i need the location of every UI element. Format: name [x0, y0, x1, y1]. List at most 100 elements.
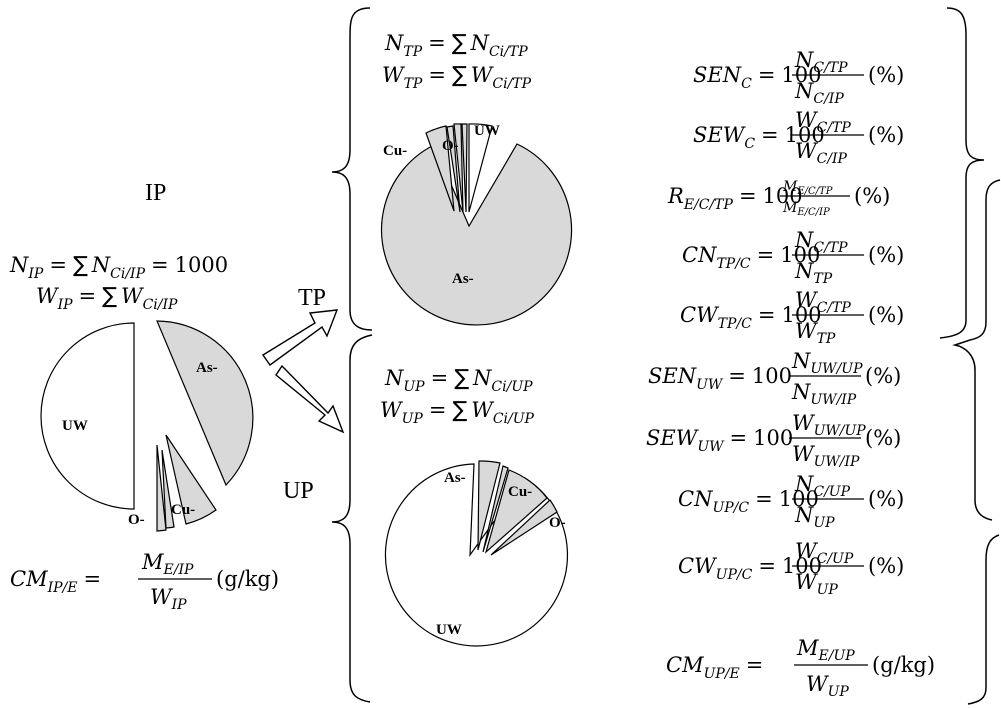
up-slice-o [490, 499, 558, 556]
svg-text:NUW/IP: NUW/IP [791, 380, 857, 408]
tp-slice-uw [468, 123, 493, 213]
svg-text:(%): (%) [868, 303, 904, 327]
svg-text:NUP: NUP [794, 503, 835, 531]
up-slice-o-label: O- [549, 515, 566, 531]
tp-slice-o [453, 123, 464, 213]
svg-text:WIP=∑WCi/IP: WIP = ∑ WCi/IP [36, 284, 178, 313]
svg-text:WUP: WUP [795, 570, 838, 598]
tp-slice-cu-label: Cu- [383, 143, 407, 159]
svg-text:(%): (%) [868, 123, 904, 147]
up-pie: As- Cu- O- UW [384, 460, 569, 647]
up-slice-as-label: As- [444, 470, 466, 486]
svg-text:WC/UP: WC/UP [795, 539, 854, 567]
svg-text:WC/IP: WC/IP [795, 139, 848, 167]
svg-text:(g/kg): (g/kg) [872, 653, 935, 677]
ip-slice-o [156, 444, 167, 532]
ip-slice-uw [40, 322, 135, 510]
ip-slice-o-label: O- [128, 512, 145, 528]
svg-text:CMUP/E=: CMUP/E = [666, 653, 763, 682]
tp-arrow: TP [262, 285, 339, 366]
ip-slice-cu [165, 434, 217, 525]
svg-text:WC/TP: WC/TP [795, 288, 851, 316]
tp-weight-equation: WTP = ∑ WCi/TP [382, 63, 532, 92]
tp-slice-thin1 [446, 125, 461, 213]
svg-text:WUW/IP: WUW/IP [792, 442, 860, 470]
tp-slice-as-label: As- [452, 271, 474, 287]
up-arrow: UP [275, 364, 345, 504]
up-label: UP [283, 478, 314, 504]
svg-text:NC/IP: NC/IP [794, 79, 844, 107]
svg-text:WIP: WIP [150, 585, 187, 613]
ip-weight-equation: WIP = ∑ WCi/IP [36, 284, 178, 313]
svg-text:NIP=∑NCi/IP=1000: NIP = ∑ NCi/IP = 1000 [9, 253, 228, 282]
right-brace-middle [952, 179, 1001, 521]
svg-text:NC/TP: NC/TP [794, 48, 848, 76]
svg-text:ME/UP: ME/UP [796, 636, 855, 664]
tp-slice-thin2 [461, 123, 468, 213]
up-slice-uw-label: UW [436, 622, 462, 638]
svg-text:NTP=∑NCi/TP: NTP = ∑ NCi/TP [384, 31, 528, 60]
cm-up-formula: CMUP/E = ME/UP WUP (g/kg) [666, 636, 935, 700]
svg-text:WTP: WTP [795, 319, 836, 347]
ip-slice-as [156, 320, 254, 487]
up-slice-as [477, 460, 501, 551]
svg-text:(%): (%) [868, 487, 904, 511]
tp-count-equation: NTP = ∑ NCi/TP [384, 31, 528, 60]
up-slice-thin [482, 465, 509, 553]
svg-text:WUW/UP: WUW/UP [792, 411, 866, 439]
tp-slice-cu [425, 125, 455, 212]
svg-text:SEWUW=100: SEWUW = 100 [646, 426, 793, 455]
tp-brace [331, 7, 373, 331]
tp-slice-uw-label: UW [474, 123, 500, 139]
up-slice-cu-label: Cu- [508, 484, 532, 500]
ip-count-equation: NIP = ∑ NCi/IP = 1000 [9, 253, 228, 282]
svg-text:WUP=∑WCi/UP: WUP = ∑ WCi/UP [380, 398, 535, 427]
svg-text:NUW/UP: NUW/UP [791, 349, 863, 377]
svg-text:WC/TP: WC/TP [795, 108, 851, 136]
svg-text:ME/IP: ME/IP [141, 550, 194, 578]
svg-text:(%): (%) [865, 364, 901, 388]
svg-text:(%): (%) [865, 426, 901, 450]
tp-slice-o-label: O- [442, 138, 459, 154]
svg-text:(%): (%) [868, 243, 904, 267]
svg-text:NC/TP: NC/TP [794, 228, 848, 256]
ip-cm-formula: CMIP/E = ME/IP WIP (g/kg) [10, 550, 279, 613]
right-brace-top [939, 7, 985, 339]
svg-text:(g/kg): (g/kg) [216, 567, 279, 591]
svg-text:(%): (%) [868, 63, 904, 87]
tp-pie: Cu- O- UW As- [380, 123, 573, 326]
ip-slice-as-label: As- [196, 360, 218, 376]
up-count-equation: NUP = ∑ NCi/UP [384, 366, 533, 395]
tp-slice-as [380, 143, 573, 326]
ip-slice-uw-label: UW [62, 418, 88, 434]
right-brace-bottom [967, 534, 1000, 705]
tp-label: TP [298, 285, 326, 311]
svg-text:WUP: WUP [806, 672, 849, 700]
ip-slice-cu-label: Cu- [171, 502, 195, 518]
svg-text:(%): (%) [854, 184, 890, 208]
svg-text:NTP: NTP [794, 259, 833, 287]
up-weight-equation: WUP = ∑ WCi/UP [380, 398, 535, 427]
svg-text:SENUW=100: SENUW = 100 [648, 364, 792, 393]
ip-pie: UW As- Cu- O- [40, 320, 254, 532]
svg-text:ME/C/IP: ME/C/IP [782, 200, 830, 218]
svg-text:WTP=∑WCi/TP: WTP = ∑ WCi/TP [382, 63, 532, 92]
ip-label: IP [145, 180, 166, 206]
svg-text:ME/C/TP: ME/C/TP [782, 179, 833, 197]
svg-text:RE/C/TP=100: RE/C/TP = 100 [667, 184, 803, 213]
svg-text:NC/UP: NC/UP [794, 472, 851, 500]
svg-text:CMIP/E=: CMIP/E = [10, 567, 101, 596]
svg-text:SENC=100: SENC = 100 [693, 63, 822, 92]
up-brace [331, 334, 373, 703]
